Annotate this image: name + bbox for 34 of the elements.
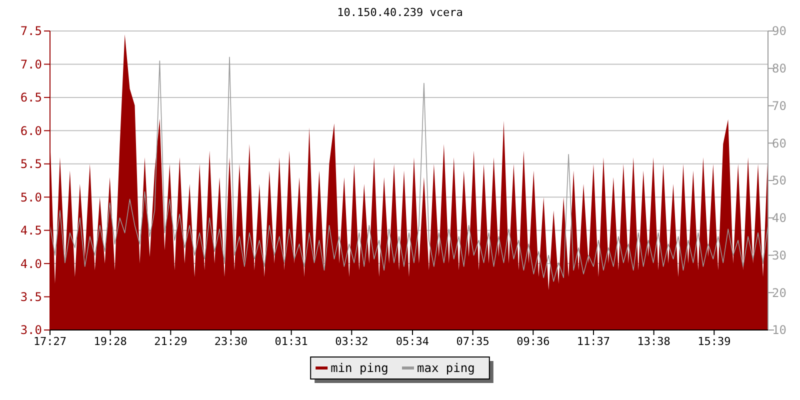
y2-tick-label: 80	[772, 62, 786, 76]
y-tick-label: 5.5	[20, 157, 42, 172]
x-tick-label: 17:27	[33, 335, 67, 348]
chart-title: 10.150.40.239 vcera	[337, 6, 463, 19]
y2-tick-label: 30	[772, 248, 786, 262]
x-tick-label: 21:29	[154, 335, 188, 348]
y-tick-label: 3.5	[20, 290, 42, 304]
x-tick-label: 01:31	[274, 335, 308, 348]
x-tick-label: 19:28	[94, 335, 127, 348]
y2-tick-label: 10	[772, 323, 786, 338]
x-tick-label: 15:39	[698, 335, 731, 348]
x-tick-label: 05:34	[396, 335, 430, 348]
y-tick-label: 7.5	[20, 24, 42, 38]
y2-tick-label: 90	[772, 24, 786, 38]
y-tick-label: 7.0	[20, 57, 42, 72]
y-tick-label: 4.0	[20, 256, 42, 271]
y-tick-label: 4.5	[20, 224, 42, 238]
y-tick-label: 6.5	[20, 90, 42, 105]
x-tick-label: 11:37	[576, 335, 610, 348]
legend-label: max ping	[417, 361, 475, 376]
x-tick-label: 23:30	[214, 335, 248, 348]
x-tick-label: 13:38	[637, 335, 670, 348]
y2-tick-label: 40	[772, 211, 786, 226]
y2-tick-label: 20	[772, 286, 786, 300]
x-tick-label: 07:35	[456, 335, 490, 348]
y2-tick-label: 70	[772, 98, 786, 113]
y-tick-label: 5.0	[20, 190, 42, 204]
legend-label: min ping	[330, 361, 388, 376]
y-tick-label: 3.0	[20, 323, 42, 338]
y-tick-label: 6.0	[20, 124, 42, 138]
y2-tick-label: 50	[772, 174, 786, 188]
x-tick-label: 09:36	[516, 335, 550, 348]
x-tick-label: 03:32	[335, 335, 368, 348]
y2-tick-label: 60	[772, 136, 786, 150]
